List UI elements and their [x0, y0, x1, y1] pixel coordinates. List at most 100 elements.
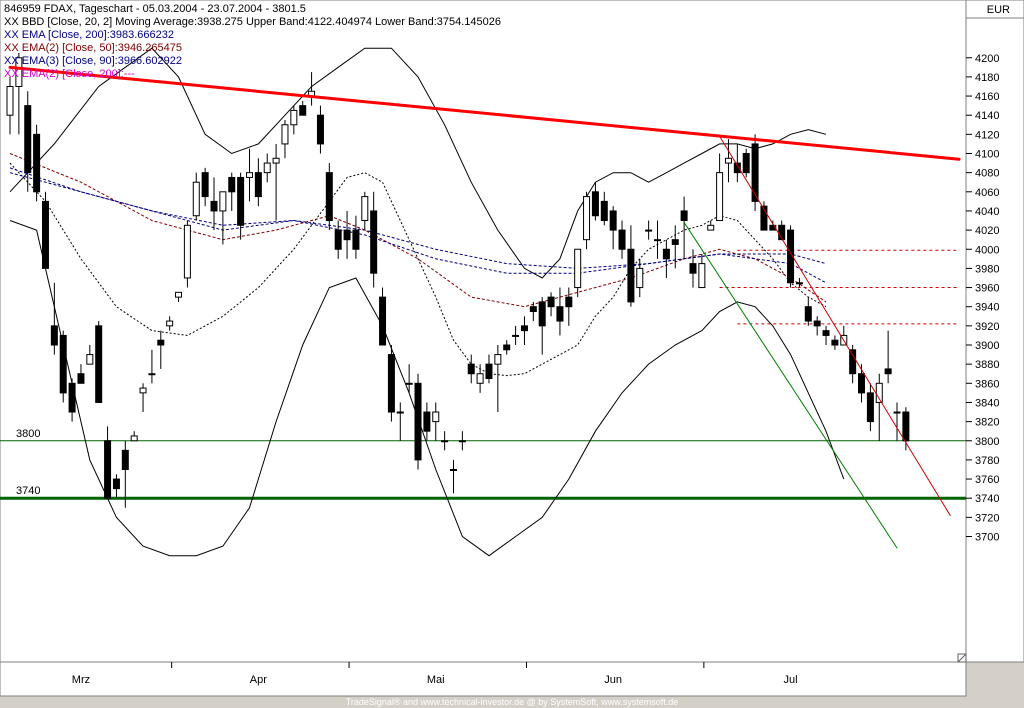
y-tick-label: 3760 — [975, 474, 999, 486]
legend-line: XX BBD [Close, 20, 2] Moving Average:393… — [4, 16, 501, 28]
candle-body — [50, 325, 58, 346]
candle-body — [707, 224, 715, 231]
legend-line: XX EMA(3) [Close, 90]:3966.602922 — [4, 55, 182, 67]
candle-body — [370, 210, 378, 274]
trendline — [719, 135, 951, 516]
candle-body — [379, 296, 387, 346]
y-tick-label: 3780 — [975, 455, 999, 467]
bollinger-upper-band — [9, 47, 827, 279]
candle-body — [414, 382, 422, 461]
candle-body — [95, 325, 103, 403]
candle-body — [751, 143, 759, 202]
candle-body — [387, 354, 395, 413]
y-tick-label: 3900 — [975, 340, 999, 352]
support-line-label: 3740 — [16, 485, 40, 497]
candle-body — [698, 263, 706, 289]
candle-body — [680, 210, 688, 222]
legend-line: XX EMA(2) [Close, 200]:--- — [4, 68, 135, 80]
y-tick-label: 3920 — [975, 321, 999, 333]
candle-body — [689, 263, 697, 274]
candle-body — [290, 109, 298, 126]
candle-body — [121, 449, 129, 470]
y-tick-label: 4080 — [975, 168, 999, 180]
candle-body — [583, 196, 591, 241]
candle-body — [228, 176, 236, 193]
y-tick-label: 3720 — [975, 512, 999, 524]
candle-body — [662, 248, 670, 260]
candle-body — [671, 239, 679, 245]
trendline — [8, 65, 961, 161]
candle-body — [423, 411, 431, 432]
candle-body — [893, 411, 901, 414]
plot-area[interactable] — [0, 0, 967, 663]
candle-body — [272, 157, 280, 164]
ema3-90-line — [9, 167, 827, 284]
y-tick-label: 4140 — [975, 110, 999, 122]
candle-body — [112, 478, 120, 490]
candle-body — [733, 162, 741, 174]
x-tick-label: Apr — [250, 674, 267, 686]
candle-body — [822, 330, 830, 336]
candle-body — [609, 210, 617, 231]
time-axis[interactable] — [0, 661, 967, 697]
candle-body — [104, 440, 112, 499]
candle-body — [316, 114, 324, 145]
candle-body — [902, 411, 910, 442]
candle-body — [68, 382, 76, 413]
y-tick-label: 4040 — [975, 206, 999, 218]
candle-body — [254, 172, 262, 198]
candle-body — [866, 392, 874, 423]
y-tick-label: 3880 — [975, 359, 999, 371]
candle-body — [334, 229, 342, 250]
y-tick-label: 3840 — [975, 397, 999, 409]
candle-body — [565, 296, 573, 308]
candle-body — [556, 306, 564, 322]
candle-body — [591, 191, 599, 217]
y-tick-label: 4120 — [975, 129, 999, 141]
candle-body — [361, 196, 369, 222]
y-tick-label: 3740 — [975, 493, 999, 505]
legend-line: XX EMA(2) [Close, 50]:3946.265475 — [4, 42, 182, 54]
candle-body — [574, 248, 582, 289]
legend-line: 846959 FDAX, Tageschart - 05.03.2004 - 2… — [4, 3, 306, 15]
candle-body — [441, 440, 449, 443]
candle-body — [547, 296, 555, 308]
candle-body — [760, 205, 768, 231]
candle-body — [716, 172, 724, 222]
candle-body — [787, 229, 795, 284]
candle-body — [201, 172, 209, 198]
candle-body — [299, 105, 307, 116]
candle-body — [24, 105, 32, 174]
candle-body — [139, 387, 147, 394]
candle-body — [538, 301, 546, 327]
ema2-50-line — [9, 153, 827, 308]
candle-body — [405, 382, 413, 385]
candle-body — [343, 229, 351, 241]
candle-body — [494, 354, 502, 365]
y-tick-label: 3960 — [975, 283, 999, 295]
candle-body — [166, 320, 174, 327]
candle-body — [432, 411, 440, 423]
candle-body — [485, 363, 493, 380]
candle-body — [33, 133, 41, 193]
candle-body — [884, 368, 892, 375]
candle-body — [618, 229, 626, 250]
candle-body — [157, 339, 165, 346]
candle-body — [512, 334, 520, 337]
price-axis[interactable] — [965, 0, 1024, 663]
candle-body — [654, 239, 662, 242]
x-tick-label: Jul — [784, 674, 798, 686]
candle-body — [813, 320, 821, 327]
candle-body — [520, 325, 528, 332]
candle-body — [724, 157, 732, 164]
trendline — [683, 221, 898, 549]
candle-body — [130, 435, 138, 442]
candle-body — [281, 124, 289, 145]
candle-body — [210, 200, 218, 212]
y-tick-label: 3820 — [975, 417, 999, 429]
candle-body — [636, 267, 644, 289]
resize-handle-icon-diagonal — [957, 653, 967, 663]
y-tick-label: 4180 — [975, 72, 999, 84]
